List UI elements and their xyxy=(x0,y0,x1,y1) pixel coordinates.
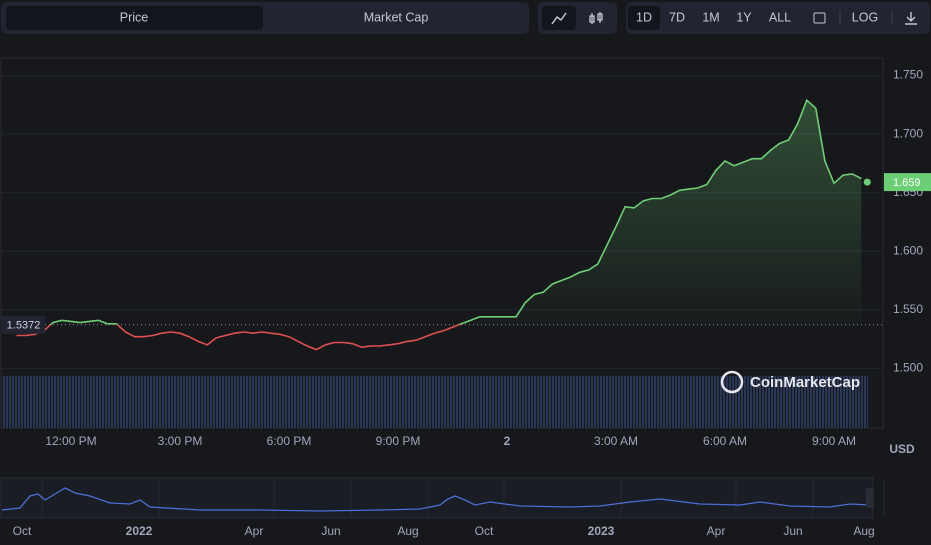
y-tick-label: 1.500 xyxy=(893,360,923,374)
navigator-tick-label: Aug xyxy=(397,524,418,538)
x-tick-label: 9:00 PM xyxy=(376,434,421,448)
navigator-handle[interactable] xyxy=(866,488,874,508)
navigator-tick-label: Apr xyxy=(245,524,264,538)
download-icon[interactable] xyxy=(905,12,917,25)
navigator-tick-label: 2022 xyxy=(126,524,153,538)
volume-bars xyxy=(2,376,868,428)
tab-market-cap[interactable]: Market Cap xyxy=(364,10,429,24)
current-dot xyxy=(863,178,871,186)
x-tick-label: 2 xyxy=(504,434,511,448)
x-tick-label: 6:00 AM xyxy=(703,434,747,448)
logo xyxy=(720,370,744,394)
x-tick-label: 3:00 AM xyxy=(594,434,638,448)
currency: USD xyxy=(889,442,915,456)
tab-active[interactable] xyxy=(6,6,263,30)
range-button[interactable]: 1D xyxy=(636,10,652,24)
x-tick-label: 12:00 PM xyxy=(45,434,96,448)
reference-label-box xyxy=(2,315,45,334)
navigator-tick-label: Oct xyxy=(475,524,494,538)
candle-icon[interactable] xyxy=(589,12,603,24)
watermark-text: CoinMarketCap xyxy=(750,374,860,391)
x-tick-label: 6:00 PM xyxy=(267,434,312,448)
line-icon xyxy=(551,12,567,25)
navigator xyxy=(0,477,874,519)
current-label: 1.659 xyxy=(893,177,921,189)
current-label-box xyxy=(884,173,931,192)
navigator-line xyxy=(1,487,871,512)
navigator-tick-label: Oct xyxy=(13,524,32,538)
range-button[interactable]: 7D xyxy=(669,10,685,24)
x-tick-label: 3:00 PM xyxy=(158,434,203,448)
navigator-tick-label: 2023 xyxy=(588,524,615,538)
y-tick-label: 1.600 xyxy=(893,243,923,257)
watermark: CoinMarketCap xyxy=(720,370,860,394)
calendar-icon[interactable] xyxy=(813,12,826,24)
range-active[interactable] xyxy=(628,6,660,30)
price-area xyxy=(50,100,862,325)
navigator-tick-label: Jun xyxy=(783,524,802,538)
x-tick-label: 9:00 AM xyxy=(812,434,856,448)
range-group xyxy=(626,2,930,34)
range-button[interactable]: 1Y xyxy=(736,10,752,24)
reference-label: 1.5372 xyxy=(7,320,41,332)
y-tick-label: 1.700 xyxy=(893,126,923,140)
range-button[interactable]: ALL xyxy=(769,10,791,24)
log-button[interactable]: LOG xyxy=(852,10,878,24)
y-tick-label: 1.750 xyxy=(893,68,923,82)
price-line xyxy=(16,98,862,351)
navigator-tick-label: Apr xyxy=(707,524,726,538)
range-button[interactable]: 1M xyxy=(702,10,719,24)
navigator-tick-label: Jun xyxy=(321,524,340,538)
y-tick-label: 1.550 xyxy=(893,302,923,316)
navigator-tick-label: Aug xyxy=(853,524,874,538)
tab-price[interactable]: Price xyxy=(120,10,149,24)
